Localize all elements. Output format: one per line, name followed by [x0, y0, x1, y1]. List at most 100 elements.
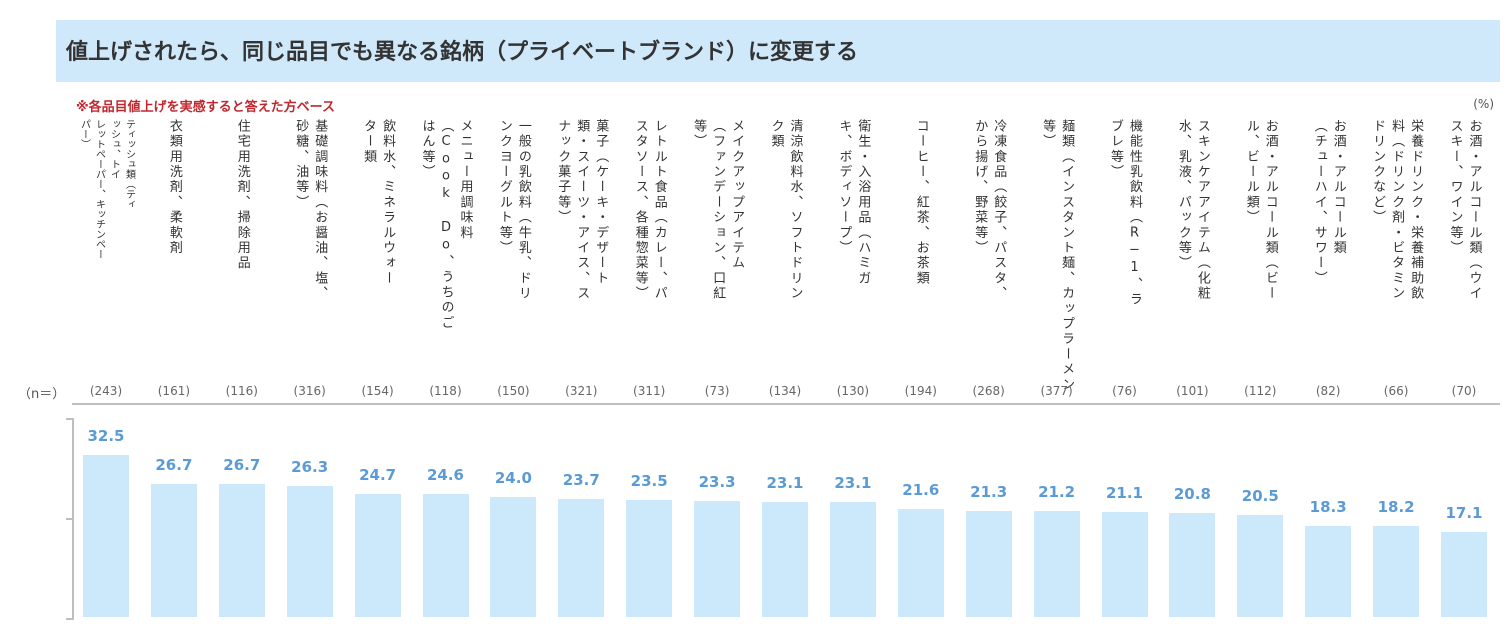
category-label-line: 料（ドリンク剤・ビタミン	[1389, 119, 1405, 302]
category-label-line: （チューハイ、サワー）	[1311, 119, 1327, 287]
data-label: 24.0	[494, 469, 532, 488]
category-label-line: お酒・アルコール類（ウイ	[1466, 119, 1482, 302]
sample-size: (76)	[1112, 384, 1137, 398]
sample-size: (134)	[768, 384, 802, 398]
category-label: スキンケアアイテム（化粧 水、乳液、パック等）	[1159, 119, 1225, 377]
bar	[694, 500, 741, 617]
chart-title: 値上げされたら、同じ品目でも異なる銘柄（プライベートブランド）に変更する	[66, 40, 859, 65]
category-label-line: コーヒー、紅茶、お茶類	[913, 119, 929, 287]
category-label: 飲料水、ミネラルウォー ター類	[345, 119, 411, 377]
bar	[1101, 511, 1148, 617]
sample-size: (243)	[89, 384, 123, 398]
sample-size: (161)	[157, 384, 191, 398]
sample-size: (194)	[904, 384, 937, 398]
category-label-line: スタソース、各種惣菜等）	[632, 119, 648, 302]
bar	[1441, 531, 1487, 617]
data-label: 23.5	[630, 471, 668, 490]
category-label: 基礎調味料（お醤油、塩、 砂糖、油等）	[277, 119, 343, 377]
category-label-line: ンクヨーグルト等）	[496, 119, 512, 256]
sample-size: (82)	[1315, 384, 1341, 398]
n-axis-label: （n＝）	[18, 387, 66, 402]
data-label: 17.1	[1445, 503, 1483, 522]
category-label-line: レットペーパー、キッチンペー	[93, 119, 105, 259]
bar	[558, 498, 605, 617]
category-label-line: ル、ビール類）	[1243, 119, 1259, 226]
category-label-line: 冷凍食品（餃子、パスタ、	[991, 119, 1007, 302]
bar	[762, 501, 808, 617]
category-label-line: 等）	[1040, 119, 1056, 150]
category-label: 機能性乳飲料（R−1、ラ ブレ等）	[1092, 119, 1158, 377]
category-label-line: ドリンクなど）	[1370, 119, 1386, 226]
data-label: 23.7	[562, 470, 600, 489]
category-label: お酒・アルコール類（ウイ スキー、ワイン等）	[1431, 119, 1497, 377]
category-label-line: 水、乳液、パック等）	[1175, 119, 1191, 271]
category-label-line: 類・スイーツ・アイス、ス	[574, 119, 590, 302]
data-label: 20.8	[1173, 485, 1211, 504]
bar	[286, 485, 333, 617]
bar	[829, 501, 876, 617]
category-label: コーヒー、紅茶、お茶類	[888, 119, 954, 377]
category-label-line: 機能性乳飲料（R−1、ラ	[1127, 119, 1142, 308]
y-axis-bracket	[66, 418, 74, 620]
category-label-line: ナック菓子等）	[555, 119, 571, 226]
category-label: 冷凍食品（餃子、パスタ、 から揚げ、野菜等）	[956, 119, 1022, 377]
data-label: 23.3	[698, 472, 736, 491]
category-label-line: 菓子（ケーキ・デザート	[593, 119, 609, 287]
category-label-line: 等）	[691, 119, 707, 150]
category-label: 一般の乳飲料（牛乳、ドリ ンクヨーグルト等）	[480, 119, 546, 377]
bar	[1033, 511, 1080, 617]
sample-size: (377)	[1040, 384, 1073, 398]
bar	[1237, 514, 1284, 617]
data-label: 18.3	[1309, 497, 1347, 516]
category-label: メニュー用調味料 （Cook Do、うちのご はん等）	[413, 119, 479, 377]
category-label-line: （ファンデーション、口紅	[710, 119, 726, 302]
category-label-line: メイクアップアイテム	[729, 119, 745, 271]
bar	[965, 510, 1012, 617]
category-label-line: お酒・アルコール類（ビー	[1262, 119, 1278, 302]
sample-size: (101)	[1176, 384, 1209, 398]
category-label: メイクアップアイテム （ファンデーション、口紅 等）	[684, 119, 750, 377]
sample-size: (150)	[497, 384, 530, 398]
data-label: 24.6	[426, 466, 464, 485]
category-label-line: スキー、ワイン等）	[1447, 119, 1463, 256]
category-label-line: （Cook Do、うちのご	[438, 119, 454, 331]
category-label-line: 飲料水、ミネラルウォー	[380, 119, 396, 287]
category-label: 菓子（ケーキ・デザート 類・スイーツ・アイス、ス ナック菓子等）	[548, 119, 614, 377]
category-label: お酒・アルコール類 （チューハイ、サワー）	[1295, 119, 1361, 377]
sample-size: (112)	[1244, 384, 1277, 398]
title-banner	[56, 20, 1500, 82]
category-label-line: メニュー用調味料	[457, 119, 473, 241]
category-label-line: 一般の乳飲料（牛乳、ドリ	[515, 119, 531, 302]
sample-size: (321)	[565, 384, 598, 398]
category-label-line: 基礎調味料（お醤油、塩、	[312, 119, 328, 302]
category-label-line: パー）	[78, 119, 90, 149]
category-label-line: 衛生・入浴用品（ハミガ	[855, 119, 871, 287]
data-label: 26.3	[291, 457, 329, 476]
bar	[1169, 513, 1216, 617]
data-label: 21.3	[970, 482, 1008, 501]
category-label: お酒・アルコール類（ビー ル、ビール類）	[1227, 119, 1293, 377]
bar	[1373, 526, 1420, 617]
sample-size: (268)	[972, 384, 1005, 398]
sample-size: (154)	[361, 384, 394, 398]
bar	[1305, 525, 1352, 617]
sample-size: (118)	[429, 384, 462, 398]
data-label: 26.7	[155, 455, 193, 474]
category-label-line: キ、ボディソープ）	[836, 119, 852, 256]
category-label-line: レトルト食品（カレー、パ	[651, 119, 667, 302]
category-label: 衛生・入浴用品（ハミガ キ、ボディソープ）	[820, 119, 886, 377]
category-label-line: 砂糖、油等）	[293, 119, 309, 211]
header-divider	[72, 403, 1500, 405]
bar	[897, 509, 944, 617]
category-label-line: 麺類（インスタント麺、カップラーメン	[1059, 119, 1075, 393]
category-label-line: 住宅用洗剤、掃除用品	[234, 119, 250, 271]
category-label: 衣類用洗剤、柔軟剤	[141, 119, 207, 377]
sample-size: (66)	[1383, 384, 1409, 398]
category-label-line: ッシュ、トイ	[108, 119, 120, 179]
bar	[422, 494, 469, 617]
sample-size: (70)	[1451, 384, 1477, 398]
y-axis-tick	[66, 518, 72, 520]
bar	[218, 483, 265, 617]
category-label: 清涼飲料水、ソフトドリン ク類	[752, 119, 818, 377]
bar	[626, 499, 673, 617]
